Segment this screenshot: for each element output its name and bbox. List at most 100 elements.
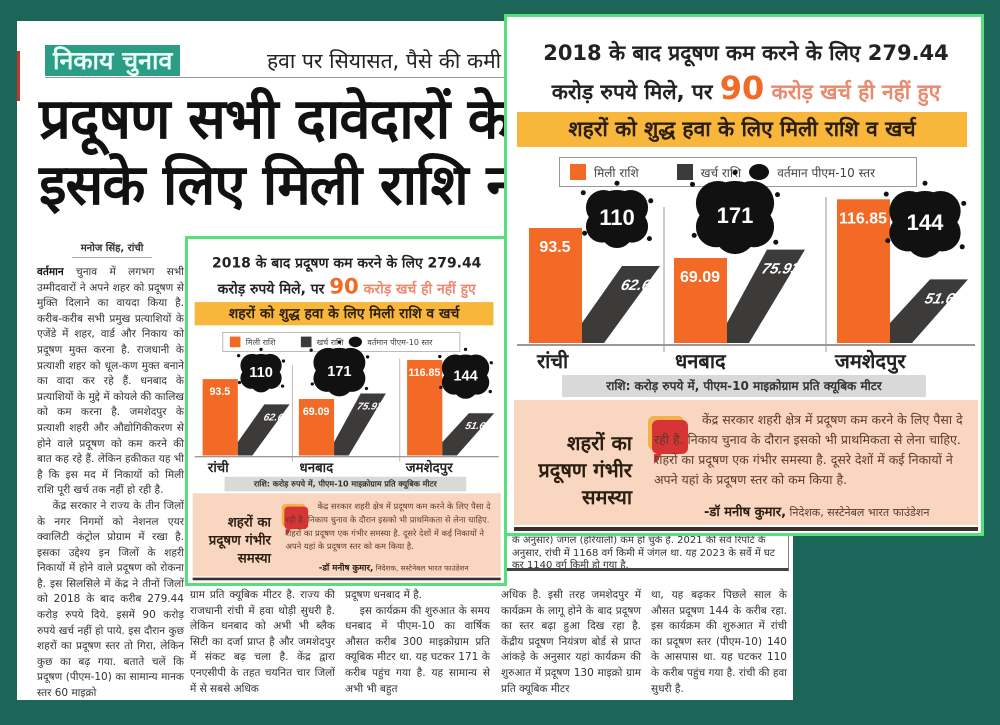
byline: मनोज सिंह, रांची — [80, 243, 144, 254]
infographic-title-line-2: करोड़ रुपये मिले, पर 90 करोड़ खर्च ही नह… — [507, 69, 981, 107]
infographic: 2018 के बाद प्रदूषण कम करने के लिए 279.4… — [507, 17, 981, 533]
paragraph: चुनाव में लगभग सभी उम्मीदवारों ने अपने श… — [37, 266, 184, 497]
city-label: रांची — [207, 459, 229, 476]
legend-swatch-spent — [300, 336, 312, 348]
chart-title-band: शहरों को शुद्ध हवा के लिए मिली राशि व खर… — [517, 112, 967, 147]
pm10-value-label: 110 — [599, 205, 635, 230]
smoke-speck — [690, 181, 695, 187]
bar-value-label: 62.6 — [262, 412, 285, 423]
bar-value-label: 51.69 — [464, 421, 492, 432]
legend-label: खर्च राशि — [316, 337, 344, 347]
pm10-value-label: 110 — [249, 365, 273, 381]
quote-attribution: -डॉ मनीष कुमार, निदेशक, सस्टेनेबल भारत फ… — [704, 502, 930, 520]
article-column-5: था, यह बढ़कर पिछले साल के औसत प्रदूषण 14… — [651, 589, 787, 695]
smoke-speck — [337, 340, 342, 344]
smoke-speck — [364, 386, 369, 391]
quote-panel: शहरों का प्रदूषण गंभीर समस्या केंद्र सरक… — [514, 400, 978, 525]
speech-bubble-icon — [284, 506, 309, 536]
smoke-blob — [250, 370, 272, 393]
bar-spent — [582, 266, 660, 343]
article-column-1: वर्तमान चुनाव में लगभग सभी उम्मीदवारों न… — [37, 265, 184, 702]
legend-label: खर्च राशि — [700, 165, 742, 180]
smoke-speck — [883, 191, 889, 197]
headline-line-1: प्रदूषण सभी दावेदारों के ए — [39, 87, 559, 152]
smoke-speck — [732, 170, 738, 175]
bar-chart: 93.5 62.6 110 69.09 75.93 171 116.85 51.69 144 — [517, 170, 975, 352]
smoke-speck — [961, 200, 967, 206]
city-label: जमशेदपुर — [835, 349, 906, 373]
quote-text: केंद्र सरकार शहरी क्षेत्र में प्रदूषण कम… — [654, 412, 963, 487]
smoke-speck — [582, 230, 588, 236]
quote-panel: शहरों का प्रदूषण गंभीर समस्या केंद्र सरक… — [192, 493, 501, 577]
smoke-blob — [325, 369, 353, 397]
divider — [514, 527, 978, 531]
smoke-speck — [488, 389, 492, 394]
smoke-speck — [775, 192, 780, 198]
divider — [45, 77, 515, 78]
quote-panel-title: शहरों का प्रदूषण गंभीर समस्या — [522, 430, 632, 511]
smoke-speck — [259, 347, 263, 352]
smoke-speck — [237, 380, 242, 385]
smoke-blob — [714, 213, 756, 255]
legend-swatch-received — [229, 336, 241, 348]
title-line: प्रदूषण गंभीर — [208, 531, 271, 548]
title-line: शहरों का — [566, 431, 632, 455]
legend-swatch-received — [570, 164, 586, 180]
smoke-speck — [280, 384, 285, 388]
infographic: 2018 के बाद प्रदूषण कम करने के लिए 279.4… — [188, 239, 504, 583]
bar-value-label: 116.85 — [408, 367, 440, 379]
bar-value-label: 51.69 — [923, 291, 965, 308]
bar-received — [674, 258, 727, 343]
smoke-speck — [580, 190, 586, 196]
article-column-2: ग्राम प्रति क्यूबिक मीटर है. राज्य की रा… — [190, 589, 335, 695]
headline-line-2: इसके लिए मिली राशि न — [39, 153, 517, 218]
smoke-speck — [614, 180, 620, 186]
title-text: करोड़ रुपये मिले, पर — [551, 80, 720, 104]
smoke-speck — [309, 348, 313, 352]
city-label: धनबाद — [299, 459, 334, 476]
bar-value-label: 69.09 — [680, 269, 720, 286]
pm10-value-label: 144 — [907, 210, 944, 235]
bar-spent — [727, 249, 805, 343]
unit-note: राशि: करोड़ रुपये में, पीएम-10 माइक्रोग्… — [224, 476, 467, 492]
bar-received — [529, 227, 582, 343]
speech-bubble-icon — [652, 420, 688, 464]
author-role: निदेशक, सस्टेनेबल भारत फाउंडेशन — [373, 563, 469, 573]
infographic-inset-small: 2018 के बाद प्रदूषण कम करने के लिए 279.4… — [185, 236, 507, 586]
title-text: करोड़ रुपये मिले, पर — [217, 280, 330, 297]
bar-received — [298, 399, 335, 456]
smoke-speck — [648, 198, 654, 204]
bar-spent — [237, 404, 290, 456]
bar-spent — [890, 279, 968, 343]
title-highlight-text: करोड़ खर्च ही नहीं हुए — [764, 80, 941, 104]
smoke-speck — [236, 354, 241, 358]
bar-received — [407, 360, 443, 456]
smoke-speck — [646, 236, 652, 242]
bar-spent — [442, 413, 495, 456]
section-label: निकाय चुनाव — [45, 45, 181, 76]
lead-word: वर्तमान — [37, 266, 64, 278]
pm10-value-label: 171 — [717, 203, 754, 228]
smoke-speck — [439, 385, 443, 390]
title-line: शहरों का — [227, 513, 271, 530]
infographic-title-line-1: 2018 के बाद प्रदूषण कम करने के लिए 279.4… — [543, 41, 949, 65]
author-name: -डॉ मनीष कुमार, — [318, 563, 374, 573]
bar-value-label: 69.09 — [303, 406, 330, 418]
unit-note: राशि: करोड़ रुपये में, पीएम-10 माइक्रोग्… — [562, 375, 926, 397]
title-line: समस्या — [581, 485, 632, 509]
smoke-speck — [885, 238, 891, 244]
smoke-speck — [489, 361, 493, 365]
legend-label: वर्तमान पीएम-10 स्तर — [367, 337, 433, 347]
smoke-speck — [438, 354, 442, 359]
city-label: जमशेदपुर — [405, 459, 453, 476]
smoke-blob — [453, 374, 478, 399]
bar-value-label: 93.5 — [210, 386, 231, 398]
legend-label: मिली राशि — [594, 165, 639, 180]
smoke-blob — [906, 220, 944, 258]
smoke-speck — [773, 239, 779, 245]
smoke-icon — [749, 164, 770, 180]
author-name: -डॉ मनीष कुमार, — [704, 505, 787, 520]
infographic-title-line-2: करोड़ रुपये मिले, पर 90 करोड़ खर्च ही नह… — [188, 274, 504, 299]
smoke-speck — [691, 232, 697, 238]
paragraph: केंद्र सरकार ने राज्य के तीन जिलों के नग… — [37, 499, 184, 700]
